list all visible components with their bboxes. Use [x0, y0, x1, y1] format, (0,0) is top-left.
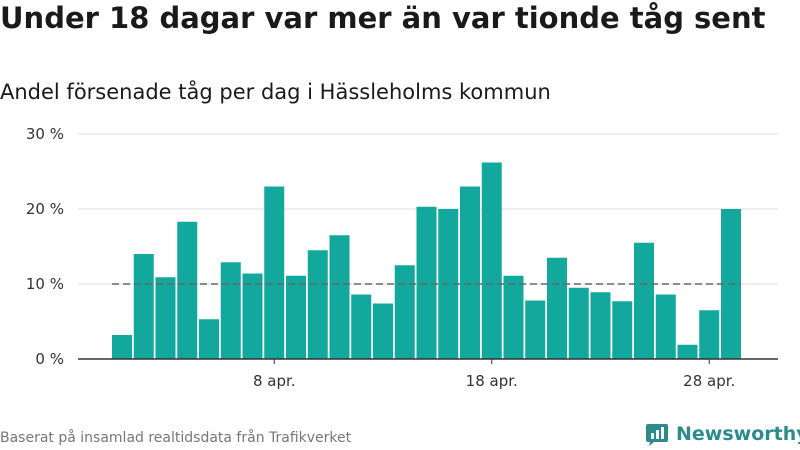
x-tick-label: 28 apr.	[683, 372, 735, 390]
bar	[699, 310, 720, 359]
bar-chart: 0 % 10 % 20 % 30 % 8 apr. 18 apr. 28 apr.	[26, 125, 778, 390]
y-tick-label: 0 %	[35, 350, 64, 368]
bar	[177, 221, 198, 359]
bar	[394, 265, 415, 359]
bar	[481, 162, 502, 359]
axes: 0 % 10 % 20 % 30 % 8 apr. 18 apr. 28 apr.	[26, 125, 778, 390]
chart-title: Under 18 dagar var mer än var tionde tåg…	[0, 1, 766, 35]
bar	[612, 301, 633, 359]
bar	[655, 294, 676, 359]
brand-logo: Newsworthy	[644, 420, 800, 448]
bar	[373, 303, 393, 359]
newsworthy-logo-icon	[646, 424, 668, 446]
y-tick-label: 10 %	[26, 275, 64, 293]
y-tick-label: 20 %	[26, 200, 64, 218]
bar	[677, 344, 698, 359]
bar	[199, 319, 219, 359]
bar	[242, 273, 263, 359]
bar	[568, 287, 589, 359]
bar	[133, 254, 154, 359]
bar	[416, 206, 437, 359]
bar	[547, 257, 567, 359]
chart-subtitle: Andel försenade tåg per dag i Hässleholm…	[0, 80, 551, 104]
y-tick-label: 30 %	[26, 125, 64, 143]
bar	[460, 186, 480, 359]
bar	[112, 335, 132, 359]
bar	[286, 275, 306, 359]
source-note: Baserat på insamlad realtidsdata från Tr…	[0, 430, 352, 446]
x-tick-label: 18 apr.	[466, 372, 518, 390]
bar	[220, 262, 241, 359]
bar	[503, 275, 524, 359]
brand-name: Newsworthy	[676, 423, 800, 445]
bar	[525, 300, 546, 359]
x-tick-label: 8 apr.	[253, 372, 296, 390]
bar	[155, 277, 176, 359]
bar	[264, 186, 285, 359]
bar	[590, 292, 611, 359]
bars	[112, 162, 741, 359]
bar	[307, 250, 328, 359]
bar	[329, 235, 350, 359]
bar	[634, 242, 654, 359]
bar	[351, 294, 372, 359]
